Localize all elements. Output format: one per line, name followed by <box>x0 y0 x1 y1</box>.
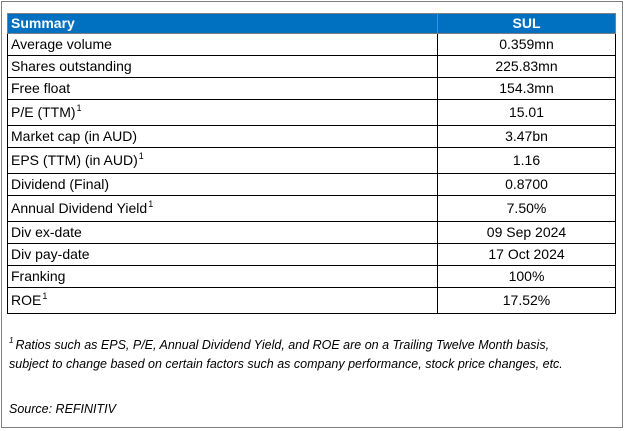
table-row: Free float 154.3mn <box>7 77 616 100</box>
table-row: Div pay-date 17 Oct 2024 <box>7 243 616 266</box>
row-value: 17 Oct 2024 <box>437 243 616 266</box>
footnote-marker: 1 <box>138 151 144 161</box>
table-row: Average volume 0.359mn <box>7 33 616 56</box>
header-summary: Summary <box>7 13 438 34</box>
footnote-marker: 1 <box>9 336 14 345</box>
row-label: EPS (TTM) (in AUD)1 <box>7 147 438 174</box>
table-row: ROE1 17.52% <box>7 287 616 314</box>
row-value: 100% <box>437 265 616 288</box>
row-value: 15.01 <box>437 99 616 126</box>
row-value: 0.359mn <box>437 33 616 56</box>
row-label: Dividend (Final) <box>7 173 438 196</box>
table-row: Dividend (Final) 0.8700 <box>7 173 616 196</box>
row-label: Shares outstanding <box>7 55 438 78</box>
row-label: Franking <box>7 265 438 288</box>
table-row: Franking 100% <box>7 265 616 288</box>
row-label: Free float <box>7 77 438 100</box>
footnote-line-1: 1 Ratios such as EPS, P/E, Annual Dividen… <box>9 336 550 353</box>
source-note: Source: REFINITIV <box>9 402 116 416</box>
row-value: 17.52% <box>437 287 616 314</box>
footnote-marker: 1 <box>148 199 154 209</box>
row-label: Div ex-date <box>7 221 438 244</box>
row-value: 225.83mn <box>437 55 616 78</box>
row-label: Market cap (in AUD) <box>7 125 438 148</box>
summary-table: Summary SUL Average volume 0.359mn Share… <box>7 13 616 314</box>
table-row: Market cap (in AUD) 3.47bn <box>7 125 616 148</box>
row-label: Annual Dividend Yield1 <box>7 195 438 222</box>
row-value: 0.8700 <box>437 173 616 196</box>
footnote-marker: 1 <box>42 291 48 301</box>
footnote-marker: 1 <box>76 103 82 113</box>
table-row: EPS (TTM) (in AUD)1 1.16 <box>7 147 616 174</box>
row-label: P/E (TTM)1 <box>7 99 438 126</box>
table-row: Annual Dividend Yield1 7.50% <box>7 195 616 222</box>
row-value: 154.3mn <box>437 77 616 100</box>
table-row: Shares outstanding 225.83mn <box>7 55 616 78</box>
header-ticker: SUL <box>437 13 616 34</box>
table-row: Div ex-date 09 Sep 2024 <box>7 221 616 244</box>
row-label: Average volume <box>7 33 438 56</box>
table-row: P/E (TTM)1 15.01 <box>7 99 616 126</box>
row-value: 7.50% <box>437 195 616 222</box>
row-label: Div pay-date <box>7 243 438 266</box>
row-value: 1.16 <box>437 147 616 174</box>
row-value: 3.47bn <box>437 125 616 148</box>
row-label: ROE1 <box>7 287 438 314</box>
table-header-row: Summary SUL <box>7 13 616 34</box>
footnote: 1 Ratios such as EPS, P/E, Annual Dividen… <box>9 336 609 374</box>
footnote-line-2: subject to change based on certain facto… <box>9 357 563 371</box>
row-value: 09 Sep 2024 <box>437 221 616 244</box>
